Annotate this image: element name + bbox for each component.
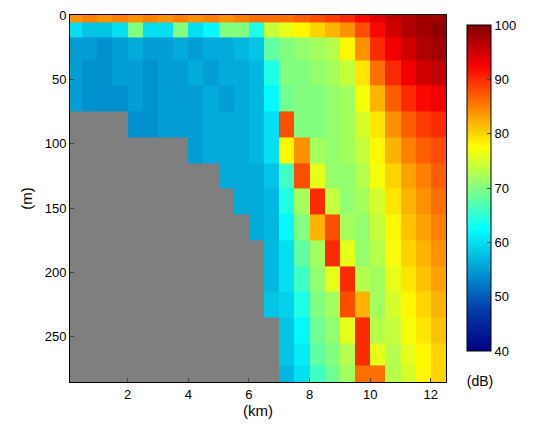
- svg-text:100: 100: [495, 18, 517, 33]
- svg-text:50: 50: [495, 289, 509, 304]
- svg-text:2: 2: [124, 387, 131, 402]
- svg-text:50: 50: [52, 72, 66, 87]
- svg-text:80: 80: [495, 126, 509, 141]
- svg-text:90: 90: [495, 72, 509, 87]
- svg-text:150: 150: [45, 201, 67, 216]
- svg-text:10: 10: [363, 387, 377, 402]
- svg-text:70: 70: [495, 181, 509, 196]
- svg-text:250: 250: [45, 329, 67, 344]
- svg-text:100: 100: [45, 136, 67, 151]
- svg-text:60: 60: [495, 235, 509, 250]
- svg-text:200: 200: [45, 265, 67, 280]
- svg-text:(dB): (dB): [467, 373, 493, 389]
- svg-text:(km): (km): [243, 402, 273, 419]
- svg-text:12: 12: [424, 387, 438, 402]
- svg-text:8: 8: [306, 387, 313, 402]
- svg-text:40: 40: [495, 344, 509, 359]
- svg-text:0: 0: [59, 8, 66, 23]
- svg-text:4: 4: [185, 387, 192, 402]
- svg-text:(m): (m): [18, 187, 35, 210]
- svg-text:6: 6: [245, 387, 252, 402]
